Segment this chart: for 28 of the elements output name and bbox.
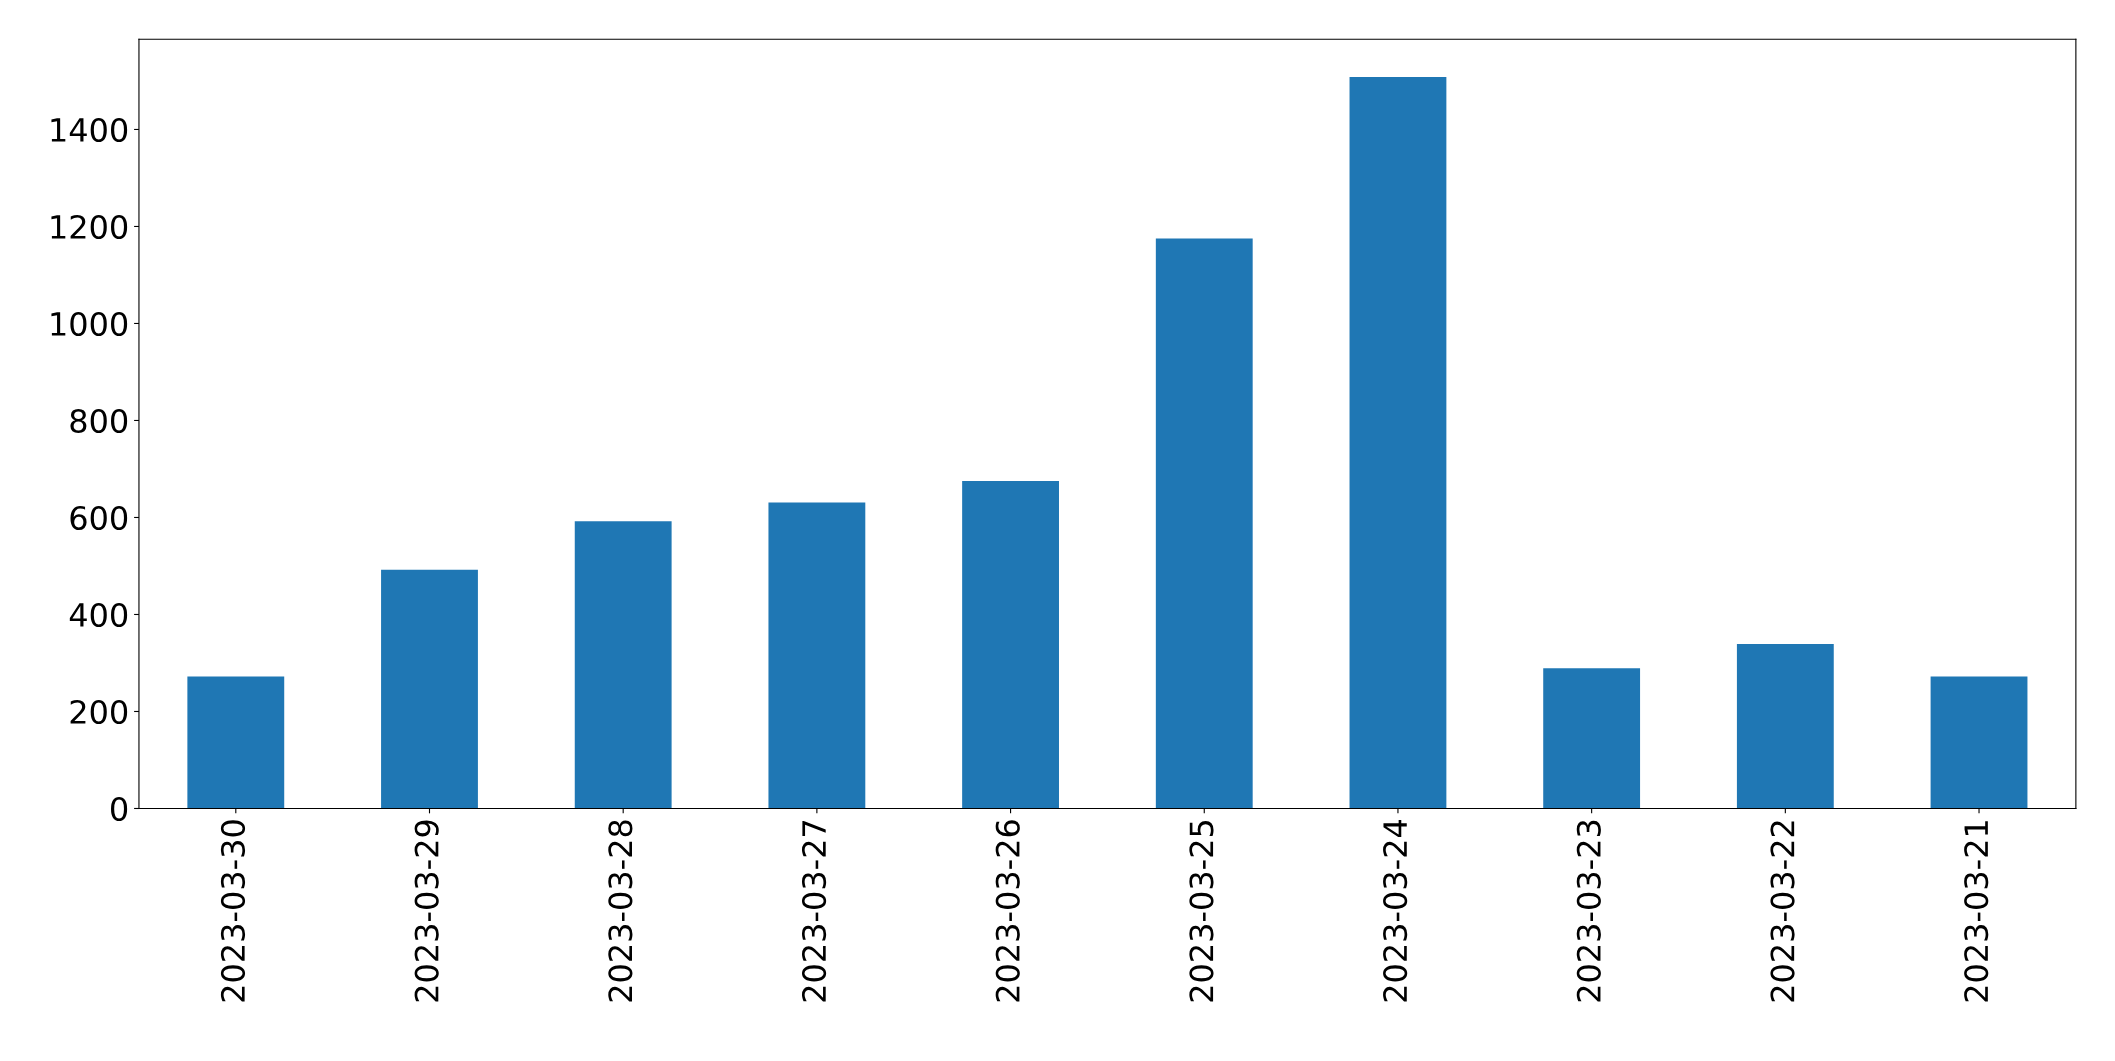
y-tick-label: 400: [69, 602, 128, 628]
bar: [381, 569, 478, 809]
x-tick-label: 2023-03-28: [608, 820, 633, 1002]
x-tick-label: 2023-03-24: [1383, 820, 1408, 1002]
bar: [187, 676, 285, 809]
bar: [1543, 668, 1641, 809]
x-tick-label: 2023-03-27: [801, 820, 827, 1002]
bar: [768, 502, 866, 809]
y-tick-label: 200: [70, 699, 128, 725]
bar: [1349, 77, 1447, 809]
bar: [962, 481, 1059, 809]
x-tick-label: 2023-03-22: [1770, 821, 1795, 1002]
bar: [574, 521, 672, 809]
x-tick-label: 2023-03-25: [1189, 820, 1214, 1002]
y-tick-label: 1000: [51, 311, 128, 337]
y-tick-label: 1400: [51, 117, 128, 143]
x-tick-label: 2023-03-29: [414, 820, 439, 1002]
x-tick-label: 2023-03-30: [220, 820, 246, 1002]
x-tick-label: 2023-03-23: [1576, 820, 1601, 1002]
x-tick-label: 2023-03-21: [1964, 821, 1989, 1002]
y-tick-label: 800: [70, 408, 128, 434]
bar: [1736, 644, 1834, 809]
y-tick-label: 0: [111, 796, 128, 822]
x-tick-label: 2023-03-26: [995, 820, 1020, 1002]
bar: [1155, 238, 1253, 809]
bar: [1930, 676, 2028, 809]
y-tick-label: 1200: [51, 214, 128, 240]
y-tick-label: 600: [70, 505, 128, 531]
